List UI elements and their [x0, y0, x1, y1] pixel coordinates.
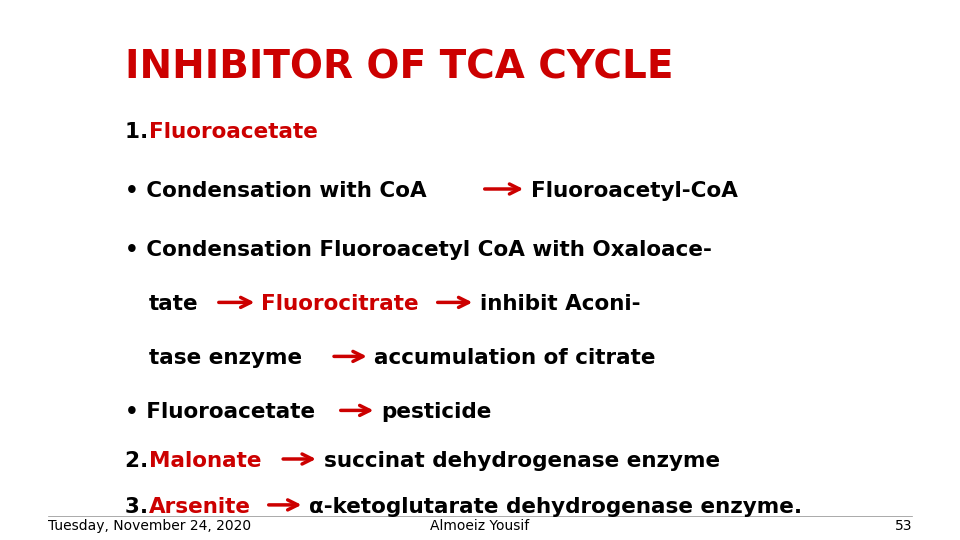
Text: Almoeiz Yousif: Almoeiz Yousif [430, 519, 530, 534]
Text: tase enzyme: tase enzyme [149, 348, 302, 368]
Text: accumulation of citrate: accumulation of citrate [374, 348, 656, 368]
Text: Tuesday, November 24, 2020: Tuesday, November 24, 2020 [48, 519, 252, 534]
Text: Fluoroacetyl-CoA: Fluoroacetyl-CoA [531, 181, 737, 201]
Text: • Fluoroacetate: • Fluoroacetate [125, 402, 315, 422]
Text: tate: tate [149, 294, 199, 314]
Text: Malonate: Malonate [149, 451, 261, 471]
Text: inhibit Aconi-: inhibit Aconi- [480, 294, 640, 314]
Text: • Condensation with CoA: • Condensation with CoA [125, 181, 426, 201]
Text: succinat dehydrogenase enzyme: succinat dehydrogenase enzyme [324, 451, 720, 471]
Text: Fluoroacetate: Fluoroacetate [149, 122, 318, 141]
Text: Fluorocitrate: Fluorocitrate [261, 294, 419, 314]
Text: • Condensation Fluoroacetyl CoA with Oxaloace-: • Condensation Fluoroacetyl CoA with Oxa… [125, 240, 711, 260]
Text: 53: 53 [895, 519, 912, 534]
Text: 2.: 2. [125, 451, 156, 471]
Text: 1.: 1. [125, 122, 156, 141]
Text: pesticide: pesticide [381, 402, 492, 422]
Text: 3.: 3. [125, 497, 156, 517]
Text: INHIBITOR OF TCA CYCLE: INHIBITOR OF TCA CYCLE [125, 49, 673, 86]
Text: α-ketoglutarate dehydrogenase enzyme.: α-ketoglutarate dehydrogenase enzyme. [309, 497, 803, 517]
Text: Arsenite: Arsenite [149, 497, 251, 517]
